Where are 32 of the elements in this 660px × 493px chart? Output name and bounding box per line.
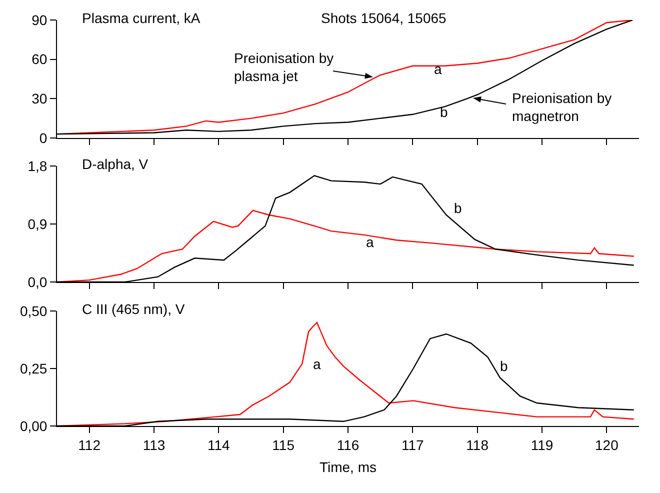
chart-title: Plasma current, kA [82,10,201,26]
x-tick-label: 114 [208,436,230,453]
y-tick-label: 0,25 [20,360,48,376]
chart-title: C III (465 nm), V [82,301,186,317]
series-label: b [454,200,462,216]
x-tick-label: 115 [272,436,295,453]
series-label: a [313,356,321,372]
x-tick-label: 118 [466,436,489,453]
x-tick-label: 117 [402,436,424,453]
y-tick-label: 0,9 [28,216,48,232]
x-tick-label: 116 [336,436,360,453]
y-tick-label: 1,8 [28,158,48,174]
annotation: Preionisation by plasma jet [234,50,334,84]
series-label: a [366,234,374,250]
x-tick-label: 119 [530,436,554,453]
x-tick-label: 120 [594,436,619,453]
y-tick-label: 0,00 [20,418,48,434]
y-tick-label: 30 [32,90,48,107]
x-tick-label: 113 [142,436,166,453]
series-label: a [434,61,442,77]
y-tick-label: 60 [32,51,48,68]
annotation: Preionisation by magnetron [512,90,612,124]
series-label: b [440,104,448,120]
series-label: b [500,358,508,374]
annotation: Shots 15064, 15065 [321,10,447,26]
y-tick-label: 0,50 [20,302,48,319]
y-tick-label: 0 [39,130,48,146]
x-axis-title: Time, ms [319,459,377,476]
x-tick-label: 112 [78,436,101,453]
y-tick-label: 90 [32,12,48,28]
y-tick-label: 0,0 [28,274,48,290]
chart-title: D-alpha, V [82,156,149,172]
